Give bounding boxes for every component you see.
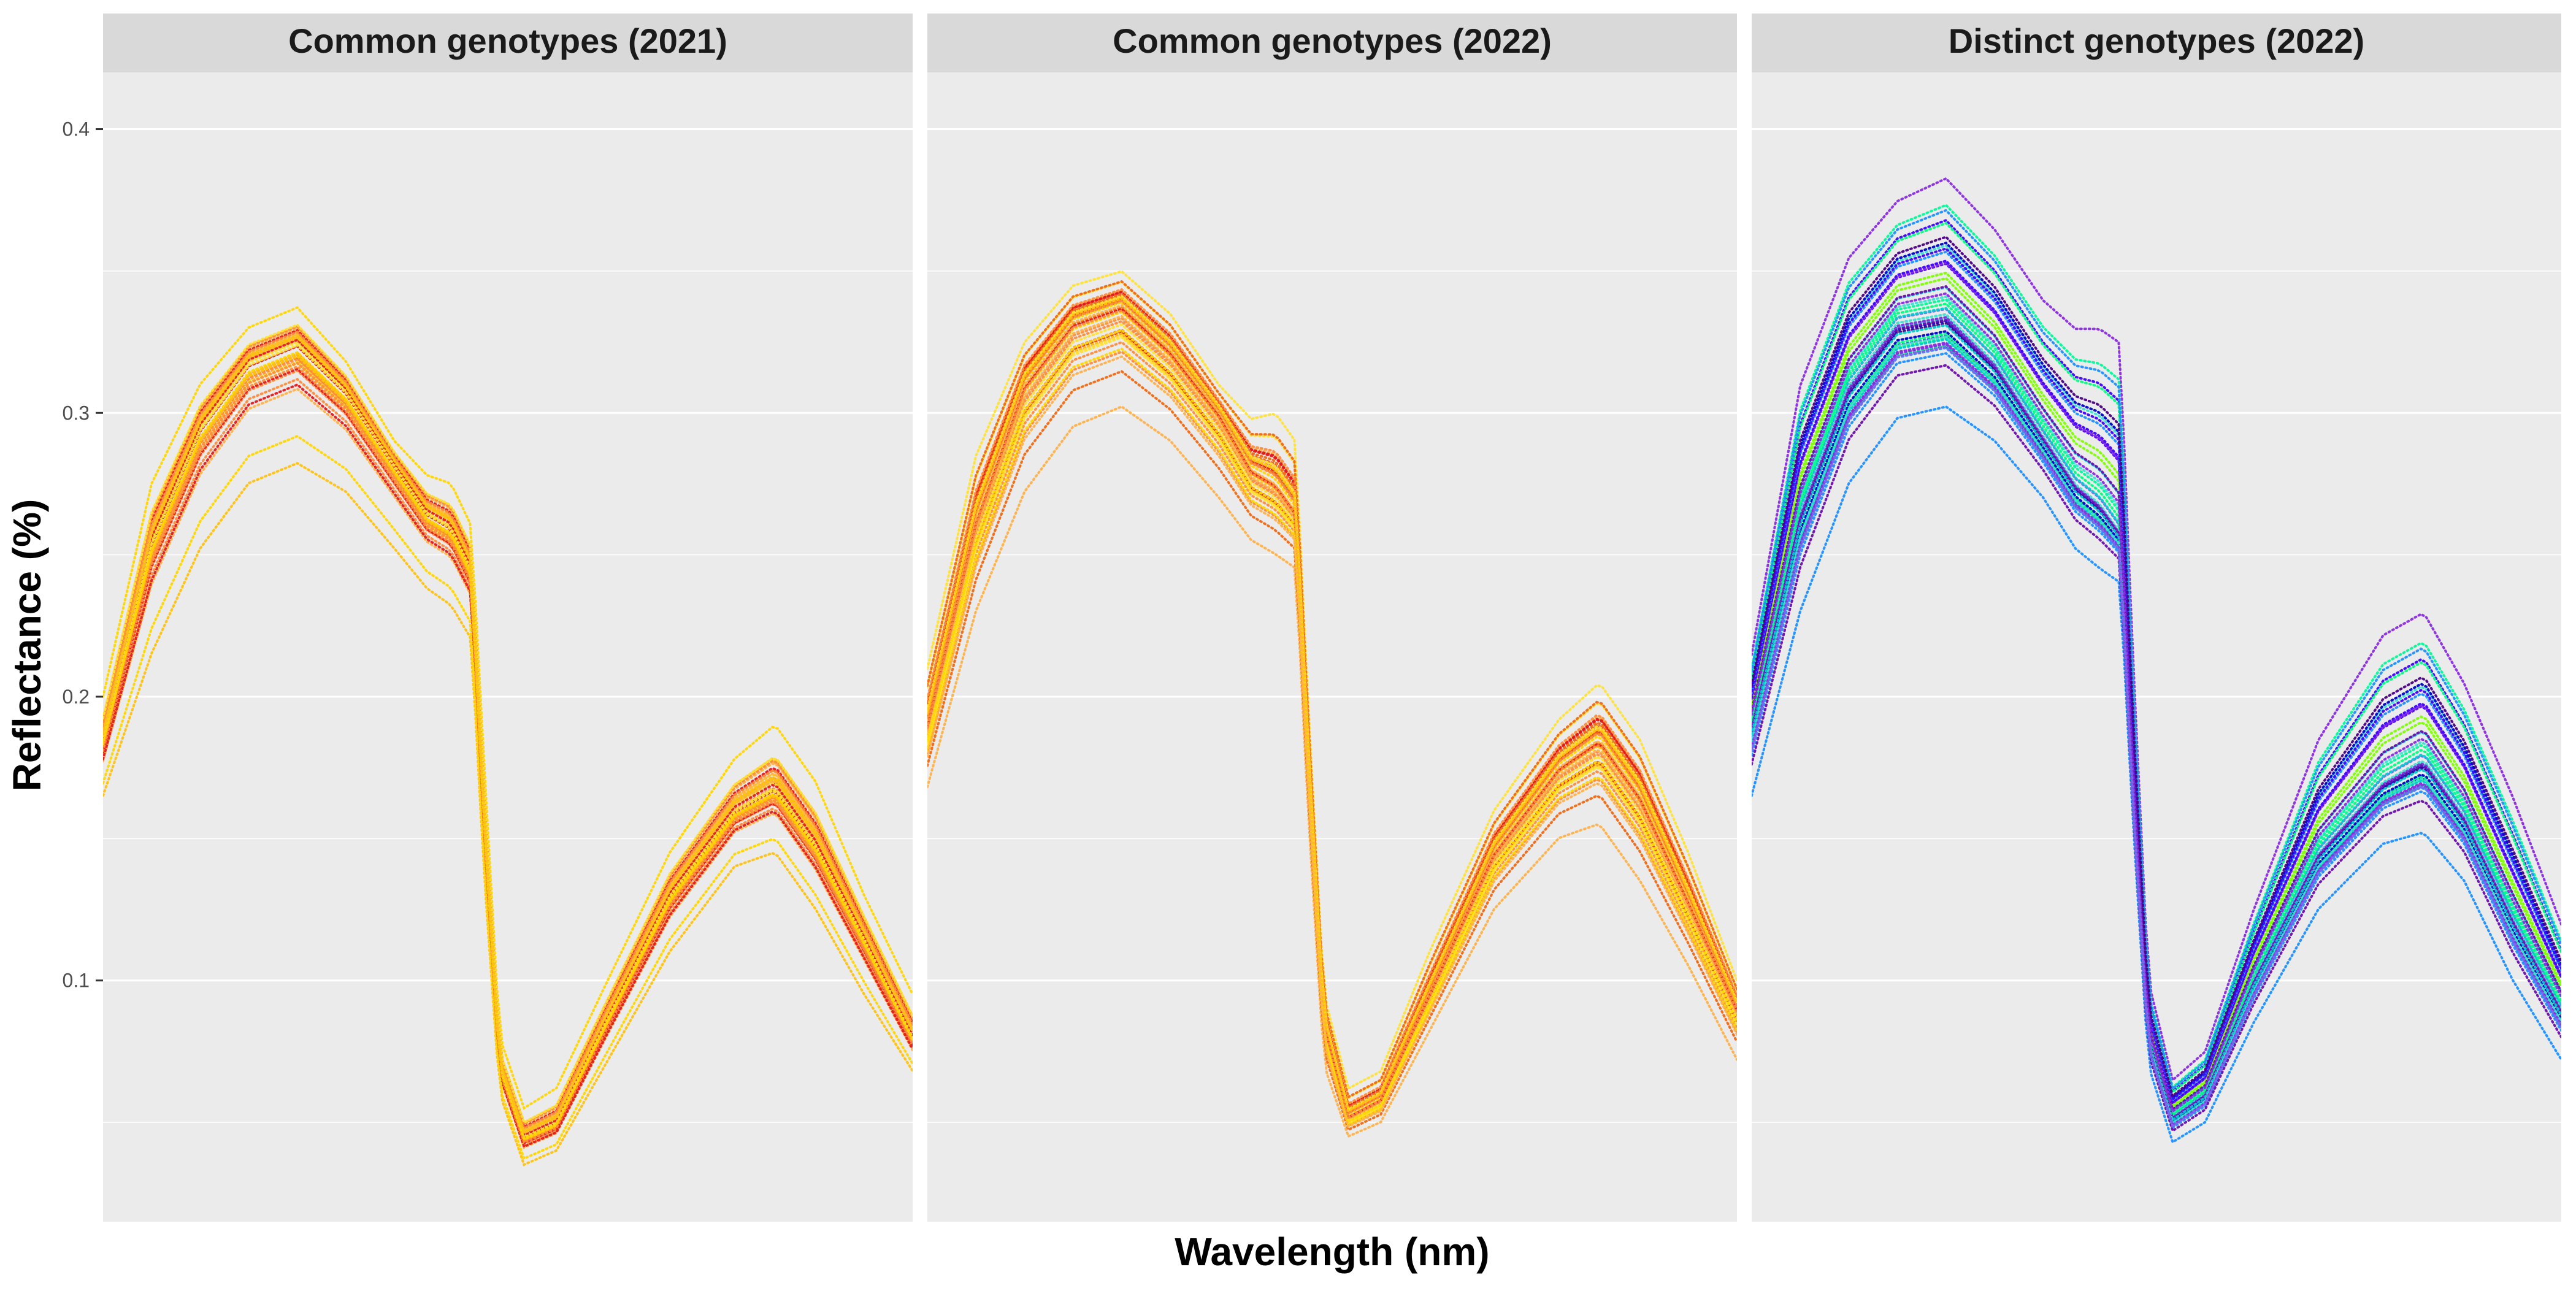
spectrum-line: [103, 338, 913, 1136]
spectrum-line: [1752, 405, 2561, 1144]
y-tick-label: 0.2: [63, 686, 90, 708]
y-tick-label: 0.3: [63, 402, 90, 424]
facet-strip: [103, 13, 913, 72]
spectrum-line: [927, 309, 1737, 1120]
spectrum-line: [103, 462, 913, 1166]
spectrum-line: [927, 405, 1737, 1138]
spectrum-line: [1752, 295, 2561, 1114]
spectrum-line: [1752, 364, 2561, 1133]
spectrum-line: [927, 329, 1737, 1124]
y-axis: 0.1 0.2 0.3 0.4: [63, 118, 103, 992]
spectrum-line: [1752, 236, 2561, 1098]
spectrum-line: [1752, 247, 2561, 1101]
facet-panel: Common genotypes (2021): [103, 13, 913, 1222]
spectrum-line: [927, 280, 1737, 1099]
spectrum-line: [103, 340, 913, 1138]
facet-strip: [927, 13, 1737, 72]
series-group: [927, 270, 1737, 1138]
y-axis-title: Reflectance (%): [5, 499, 49, 792]
spectrum-line: [103, 323, 913, 1124]
spectrum-line: [927, 370, 1737, 1132]
spectrum-line: [103, 434, 913, 1160]
series-group: [1752, 177, 2561, 1144]
spectrum-line: [103, 365, 913, 1144]
spectrum-line: [1752, 209, 2561, 1091]
facet-title: Distinct genotypes (2022): [1949, 21, 2364, 60]
spectrum-line: [927, 334, 1737, 1125]
spectrum-line: [1752, 221, 2561, 1095]
spectrum-line: [1752, 334, 2561, 1125]
x-axis-title: Wavelength (nm): [1175, 1230, 1489, 1274]
spectrum-line: [103, 351, 913, 1141]
spectrum-line: [1752, 250, 2561, 1102]
facet-panel: Common genotypes (2022): [927, 13, 1737, 1222]
spectrum-line: [927, 355, 1737, 1128]
spectrum-line: [1752, 330, 2561, 1124]
series-group: [103, 306, 913, 1166]
facet-title: Common genotypes (2021): [288, 21, 727, 60]
facet-panel: Distinct genotypes (2022): [1752, 13, 2561, 1222]
spectrum-line: [103, 335, 913, 1134]
spectrum-line: [927, 270, 1737, 1090]
spectrum-line: [1752, 277, 2561, 1109]
spectrum-line: [103, 306, 913, 1110]
spectrum-line: [1752, 335, 2561, 1125]
spectrum-line: [1752, 345, 2561, 1128]
y-tick-label: 0.1: [63, 970, 90, 992]
panel-background: [103, 72, 913, 1222]
panels-layer: Common genotypes (2021) Common genotypes …: [103, 13, 2561, 1222]
facet-strip: [1752, 13, 2561, 72]
spectrum-line: [1752, 177, 2561, 1082]
spectrum-line: [1752, 292, 2561, 1114]
spectrum-line: [1752, 324, 2561, 1122]
spectrum-line: [927, 288, 1737, 1106]
facet-title: Common genotypes (2022): [1113, 21, 1552, 60]
spectrum-line: [927, 347, 1737, 1127]
spectrum-line: [103, 330, 913, 1130]
spectrum-line: [1752, 307, 2561, 1117]
spectrum-line: [927, 297, 1737, 1113]
y-tick-label: 0.4: [63, 118, 90, 140]
